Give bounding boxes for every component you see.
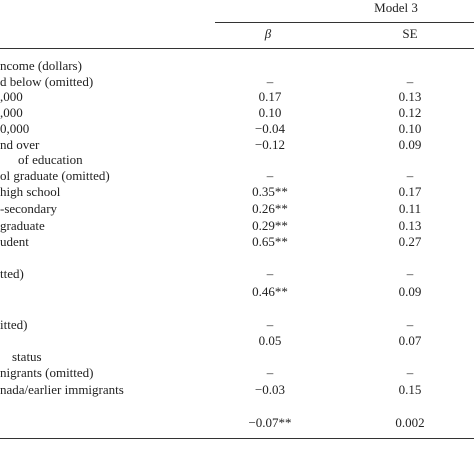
beta-cell: 0.35** <box>252 184 288 199</box>
row-label: udent <box>0 234 29 249</box>
beta-cell: 0.10 <box>258 105 282 120</box>
beta-cell: – <box>266 168 274 183</box>
row-label: status <box>12 349 42 364</box>
column-header: β <box>264 26 272 41</box>
bottom-rule <box>0 438 474 439</box>
se-cell: – <box>406 266 414 281</box>
se-cell: 0.11 <box>398 201 422 216</box>
se-cell: 0.17 <box>398 184 422 199</box>
beta-cell: 0.26** <box>252 201 288 216</box>
header-rule <box>215 22 474 23</box>
se-cell: – <box>406 317 414 332</box>
beta-cell: 0.05 <box>258 333 282 348</box>
se-cell: – <box>406 365 414 380</box>
se-cell: – <box>406 74 414 89</box>
se-cell: 0.27 <box>398 234 422 249</box>
column-header: SE <box>402 26 418 41</box>
se-cell: – <box>406 168 414 183</box>
row-label: ol graduate (omitted) <box>0 168 110 183</box>
row-label: nigrants (omitted) <box>0 365 94 380</box>
row-label: d below (omitted) <box>0 74 94 89</box>
row-label: itted) <box>0 317 28 332</box>
beta-cell: −0.12 <box>254 137 286 152</box>
se-cell: 0.09 <box>398 284 422 299</box>
beta-cell: −0.04 <box>254 121 286 136</box>
se-cell: 0.09 <box>398 137 422 152</box>
se-cell: 0.10 <box>398 121 422 136</box>
beta-cell: – <box>266 74 274 89</box>
se-cell: 0.12 <box>398 105 422 120</box>
beta-cell: – <box>266 317 274 332</box>
row-label: -secondary <box>0 201 58 216</box>
row-label: graduate <box>0 218 45 233</box>
se-cell: 0.13 <box>398 89 422 104</box>
row-label: nada/earlier immigrants <box>0 382 124 397</box>
beta-cell: 0.17 <box>258 89 282 104</box>
row-label: ,000 <box>0 105 23 120</box>
row-label: tted) <box>0 266 24 281</box>
beta-cell: 0.46** <box>252 284 288 299</box>
row-label: ncome (dollars) <box>0 58 82 73</box>
row-label: of education <box>18 152 83 167</box>
row-label: 0,000 <box>0 121 30 136</box>
row-label: nd over <box>0 137 40 152</box>
se-cell: 0.13 <box>398 218 422 233</box>
se-cell: 0.07 <box>398 333 422 348</box>
se-cell: 0.15 <box>398 382 422 397</box>
beta-cell: 0.29** <box>252 218 288 233</box>
beta-cell: – <box>266 365 274 380</box>
beta-cell: 0.65** <box>252 234 288 249</box>
se-cell: 0.002 <box>395 415 425 430</box>
model-header: Model 3 <box>374 0 418 15</box>
row-label: ,000 <box>0 89 23 104</box>
row-label: high school <box>0 184 61 199</box>
beta-cell: −0.03 <box>254 382 286 397</box>
beta-cell: −0.07** <box>248 415 292 430</box>
beta-cell: – <box>266 266 274 281</box>
header-rule <box>0 48 474 49</box>
